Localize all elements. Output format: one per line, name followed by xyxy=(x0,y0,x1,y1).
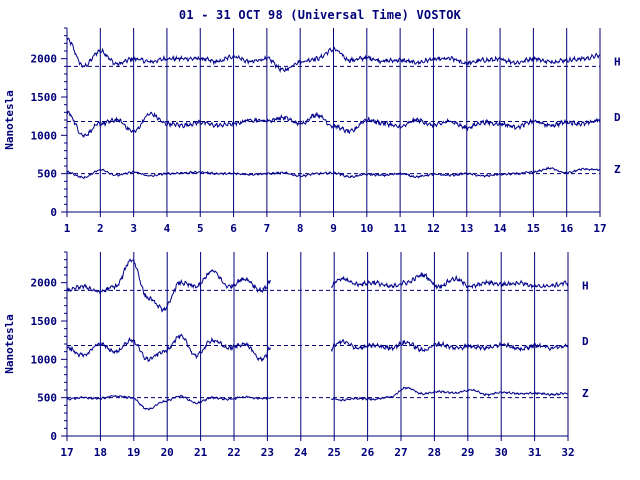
series-label-z: Z xyxy=(614,163,621,176)
chart-title: 01 - 31 OCT 98 (Universal Time) VOSTOK xyxy=(178,8,462,22)
series-label-h: H xyxy=(582,280,589,293)
x-tick-label: 17 xyxy=(60,446,73,459)
y-tick-label: 500 xyxy=(37,168,57,181)
series-z-line xyxy=(66,394,271,411)
x-tick-label: 17 xyxy=(593,222,606,235)
y-axis-label: Nanotesla xyxy=(3,314,16,374)
y-tick-label: 500 xyxy=(37,392,57,405)
x-tick-label: 1 xyxy=(64,222,71,235)
x-tick-label: 29 xyxy=(461,446,474,459)
x-tick-label: 14 xyxy=(493,222,507,235)
x-tick-label: 19 xyxy=(127,446,140,459)
x-tick-label: 10 xyxy=(360,222,373,235)
x-tick-label: 18 xyxy=(94,446,107,459)
series-d-line xyxy=(330,338,569,353)
series-label-d: D xyxy=(582,335,589,348)
x-tick-label: 2 xyxy=(97,222,104,235)
series-h-line xyxy=(66,258,272,313)
y-tick-label: 2000 xyxy=(31,53,58,66)
y-axis-label: Nanotesla xyxy=(3,90,16,150)
x-tick-label: 9 xyxy=(330,222,337,235)
y-tick-label: 1500 xyxy=(31,91,58,104)
x-tick-label: 3 xyxy=(130,222,137,235)
x-tick-label: 28 xyxy=(428,446,441,459)
series-label-z: Z xyxy=(582,387,589,400)
series-h-line xyxy=(66,37,601,73)
y-tick-label: 1000 xyxy=(31,353,58,366)
y-tick-label: 2000 xyxy=(31,277,58,290)
x-tick-label: 16 xyxy=(560,222,574,235)
x-tick-label: 32 xyxy=(561,446,574,459)
series-h-line xyxy=(330,271,569,290)
x-tick-label: 4 xyxy=(164,222,171,235)
x-tick-label: 27 xyxy=(394,446,407,459)
x-tick-label: 31 xyxy=(528,446,542,459)
x-tick-label: 23 xyxy=(261,446,274,459)
series-d-line xyxy=(66,110,601,139)
x-tick-label: 30 xyxy=(495,446,508,459)
y-tick-label: 1500 xyxy=(31,315,58,328)
series-z-line xyxy=(330,386,569,402)
x-tick-label: 13 xyxy=(460,222,473,235)
x-tick-label: 21 xyxy=(194,446,208,459)
x-tick-label: 11 xyxy=(394,222,408,235)
x-tick-label: 24 xyxy=(294,446,308,459)
series-z-line xyxy=(66,166,601,180)
x-tick-label: 25 xyxy=(328,446,341,459)
series-d-line xyxy=(66,333,272,363)
y-tick-label: 0 xyxy=(50,206,57,219)
x-tick-label: 22 xyxy=(227,446,240,459)
x-tick-label: 5 xyxy=(197,222,204,235)
y-tick-label: 1000 xyxy=(31,129,58,142)
x-tick-label: 26 xyxy=(361,446,375,459)
y-tick-label: 0 xyxy=(50,430,57,443)
x-tick-label: 20 xyxy=(161,446,174,459)
x-tick-label: 6 xyxy=(230,222,237,235)
series-label-d: D xyxy=(614,111,621,124)
x-tick-label: 8 xyxy=(297,222,304,235)
x-tick-label: 12 xyxy=(427,222,440,235)
x-tick-label: 7 xyxy=(264,222,271,235)
x-tick-label: 15 xyxy=(527,222,540,235)
series-label-h: H xyxy=(614,56,621,69)
